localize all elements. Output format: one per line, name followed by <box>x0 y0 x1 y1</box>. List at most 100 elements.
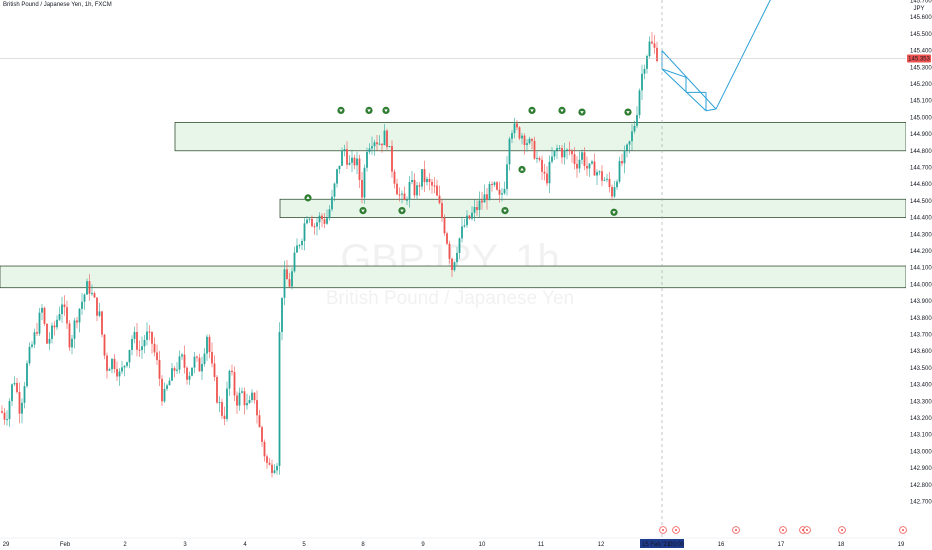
candle-body <box>338 165 341 170</box>
candle-body <box>253 392 256 401</box>
current-price-tag: 145.353 <box>907 54 931 63</box>
candle-body <box>78 308 81 323</box>
candle-body <box>506 164 508 189</box>
candle-body <box>633 125 636 132</box>
price-tick-label: 145.500 <box>910 32 932 38</box>
candle-body <box>371 146 373 149</box>
candle-body <box>101 311 103 335</box>
candle-body <box>431 181 433 186</box>
price-tick-label: 144.700 <box>910 166 932 172</box>
candle-body <box>448 243 451 259</box>
candle-body <box>6 419 8 421</box>
candle-body <box>63 304 66 308</box>
signal-arrow-glyph <box>626 111 630 114</box>
signal-arrow-glyph <box>560 109 564 113</box>
time-tick-label: 18 <box>838 542 845 548</box>
candle-body <box>486 194 488 201</box>
event-marker-dot <box>841 529 843 531</box>
candle-body <box>126 362 128 366</box>
candle-body <box>516 123 518 128</box>
candle-body <box>551 156 553 162</box>
candle-body <box>41 307 43 313</box>
candle-body <box>638 90 641 116</box>
candle-body <box>351 157 353 163</box>
candle-body <box>291 271 293 287</box>
price-tick-label: 143.400 <box>910 383 932 389</box>
candle-body <box>566 149 568 151</box>
candle-body <box>643 68 646 74</box>
candle-body <box>311 218 313 227</box>
candle-body <box>18 392 21 414</box>
candle-body <box>138 349 141 351</box>
time-tick-label: 12 <box>598 542 605 548</box>
price-tick-label: 143.100 <box>910 433 932 439</box>
watermark-description: British Pound / Japanese Yen <box>326 288 574 309</box>
price-tick-label: 144.600 <box>910 182 932 188</box>
candle-body <box>538 157 541 160</box>
candle-body <box>161 378 163 402</box>
price-tick-label: 144.800 <box>910 149 932 155</box>
crosshair-clock-label: 00:00 <box>669 542 685 548</box>
price-axis[interactable]: JPY 142.700 142.800 142.900 143.000 143.100 1… <box>906 0 932 550</box>
price-tick-label: 144.400 <box>910 216 932 222</box>
candle-body <box>136 331 138 350</box>
candle-body <box>408 181 411 200</box>
candle-body <box>613 187 616 197</box>
candle-body <box>216 377 218 403</box>
candle-body <box>286 269 288 280</box>
candle-body <box>401 193 403 195</box>
candle-body <box>418 185 421 187</box>
candle-body <box>56 319 58 328</box>
candle-body <box>416 185 418 196</box>
time-tick-label: 3 <box>183 542 187 548</box>
candle-body <box>206 336 208 354</box>
candle-body <box>31 344 33 347</box>
signal-markers <box>304 106 632 216</box>
candle-body <box>578 159 581 169</box>
candle-body <box>3 412 6 420</box>
candle-body <box>441 203 443 219</box>
price-tick-label: 143.500 <box>910 366 932 372</box>
candle-body <box>528 138 531 144</box>
time-tick-label: 16 <box>718 542 725 548</box>
candle-body <box>198 357 201 372</box>
candle-body <box>473 206 476 213</box>
candle-body <box>91 293 93 295</box>
event-marker-dot <box>662 529 664 531</box>
candle-body <box>321 215 323 220</box>
candle-body <box>518 127 521 139</box>
candle-body <box>488 184 491 201</box>
flag-upper-line <box>661 50 717 110</box>
time-tick-label: 10 <box>479 542 486 548</box>
signal-arrow-glyph <box>400 209 404 213</box>
candle-body <box>411 179 413 182</box>
candle-body <box>461 226 463 239</box>
candle-body <box>573 154 576 164</box>
economic-events[interactable] <box>659 526 907 534</box>
zone-0 <box>174 122 907 152</box>
candle-body <box>383 130 386 146</box>
candle-body <box>611 187 613 197</box>
price-tick-label: 145.200 <box>910 82 932 88</box>
candle-body <box>548 161 551 184</box>
candle-body <box>561 148 563 158</box>
candle-body <box>623 150 626 164</box>
candle-body <box>651 41 653 44</box>
candle-body <box>583 152 586 167</box>
candle-body <box>306 219 308 224</box>
candle-body <box>268 462 271 465</box>
candle-body <box>428 178 431 182</box>
signal-arrow-glyph <box>612 211 616 215</box>
candle-body <box>541 159 543 172</box>
candle-body <box>193 356 196 368</box>
time-axis[interactable]: 29 Feb 2 3 4 5 8 9 10 11 12 16 17 18 19 <box>0 537 906 550</box>
candle-body <box>151 332 153 344</box>
candle-body <box>451 258 453 271</box>
candle-body <box>53 325 56 328</box>
candle-body <box>68 323 71 348</box>
candle-body <box>81 301 83 309</box>
candle-body <box>176 369 178 371</box>
candle-body <box>13 383 16 385</box>
candle-body <box>363 167 366 198</box>
